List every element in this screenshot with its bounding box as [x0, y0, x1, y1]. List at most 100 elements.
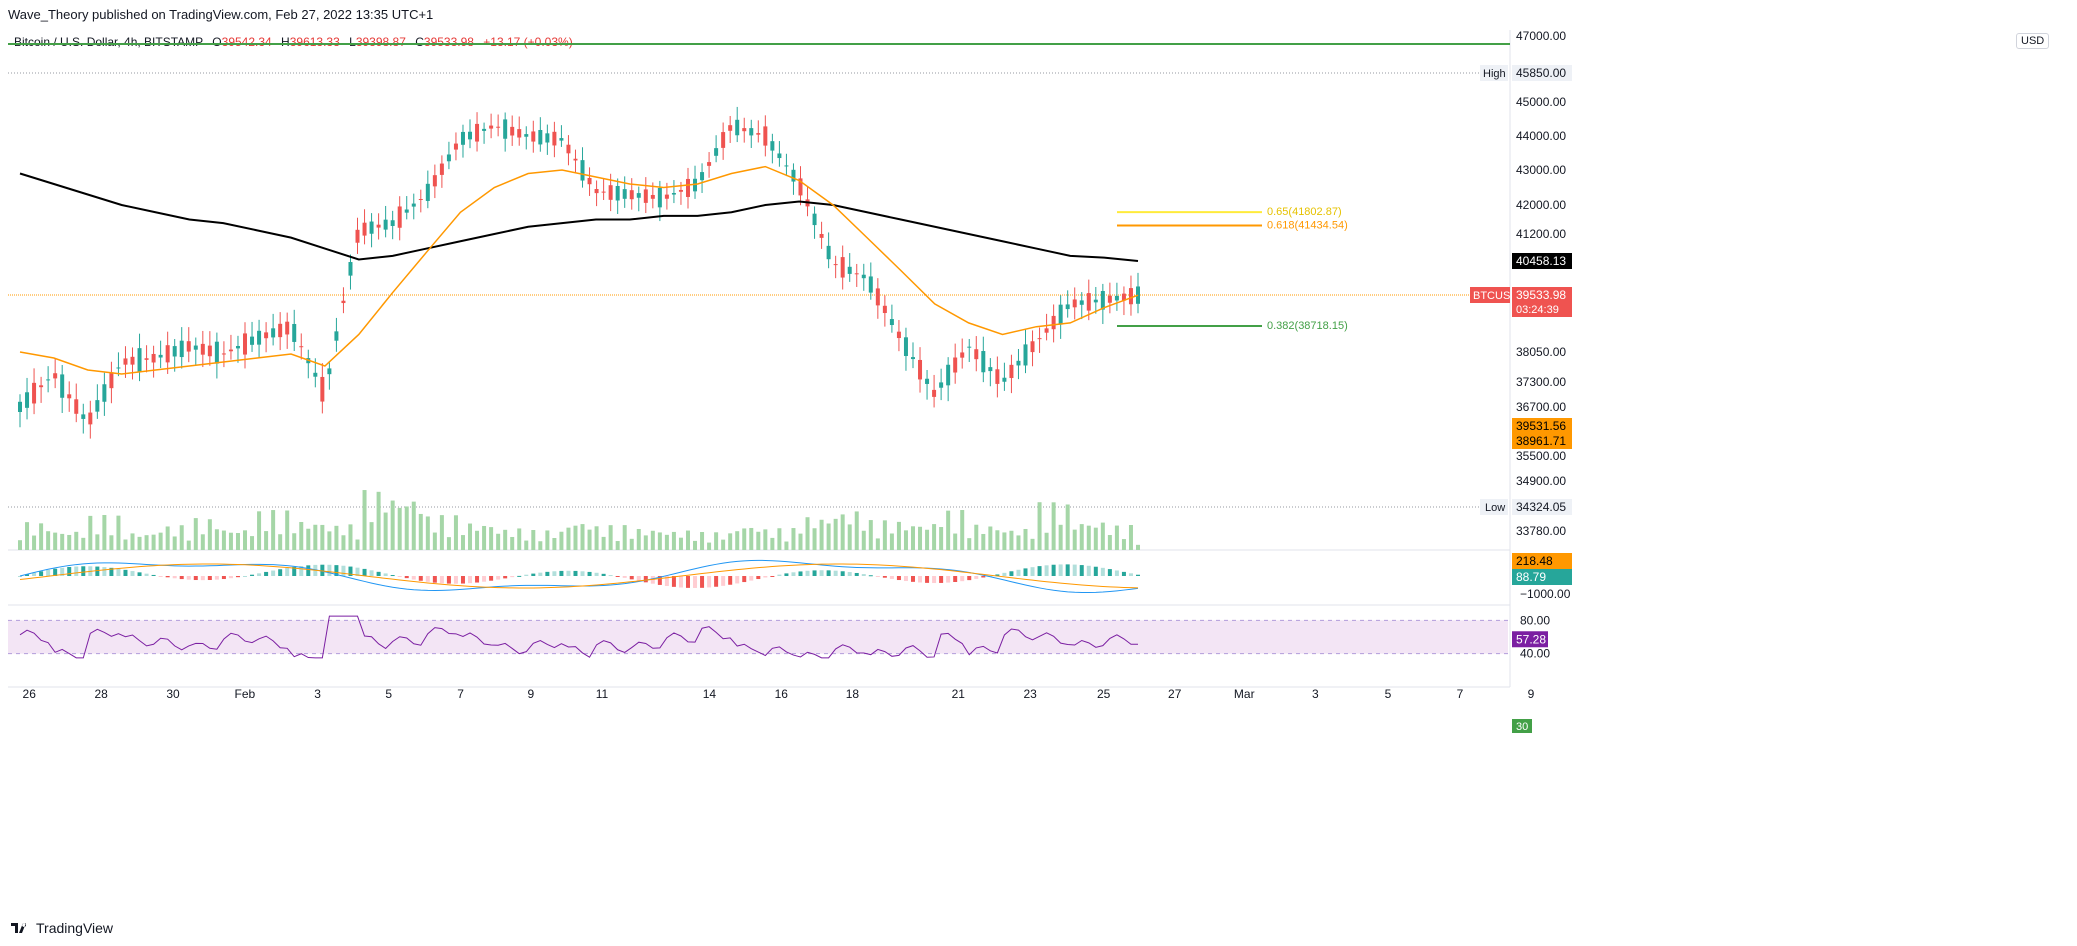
- candle-body: [1072, 299, 1077, 308]
- candle-body: [1058, 304, 1063, 325]
- symbol-legend: Bitcoin / U.S. Dollar, 4h, BITSTAMP O395…: [14, 35, 573, 49]
- macd-histogram-bar: [1128, 573, 1133, 576]
- macd-histogram-bar: [25, 574, 30, 576]
- low-tag-bg: [1480, 499, 1508, 515]
- candle-body: [1136, 286, 1140, 304]
- macd-histogram-bar: [932, 576, 937, 584]
- volume-bar: [214, 529, 219, 550]
- volume-bar: [819, 519, 824, 550]
- candle-body: [425, 183, 430, 201]
- volume-bar: [264, 531, 269, 550]
- volume-bar: [88, 515, 93, 550]
- volume-bar: [235, 533, 240, 550]
- volume-bar: [728, 533, 733, 550]
- candle-body: [1100, 290, 1105, 310]
- candle-body: [995, 369, 1000, 384]
- volume-bar: [678, 537, 683, 550]
- volume-bar: [601, 536, 606, 550]
- candle-body: [39, 385, 44, 388]
- footer-brand[interactable]: TradingView: [10, 920, 113, 936]
- volume-bar: [278, 534, 283, 550]
- candle-body: [903, 337, 908, 357]
- candle-body: [932, 389, 937, 397]
- macd-histogram-bar: [151, 574, 156, 576]
- candle-body: [868, 276, 873, 293]
- volume-bar: [896, 521, 901, 550]
- volume-bar: [130, 533, 135, 550]
- candle-body: [896, 331, 901, 339]
- volume-bar: [32, 535, 37, 550]
- candle-body: [847, 266, 852, 274]
- volume-bar: [538, 541, 543, 550]
- volume-tag-label: 30: [1516, 721, 1528, 733]
- candle-body: [531, 131, 536, 142]
- macd-histogram-bar: [144, 573, 149, 576]
- volume-bar: [932, 524, 937, 550]
- candle-body: [489, 125, 494, 129]
- volume-bar: [580, 524, 585, 550]
- candle-body: [1044, 328, 1049, 333]
- candle-body: [81, 414, 86, 419]
- candle-body: [833, 264, 838, 266]
- x-axis-tick-label: 23: [1023, 687, 1037, 701]
- macd-histogram-bar: [685, 576, 690, 588]
- candle-body: [559, 138, 564, 141]
- volume-bar: [770, 537, 775, 550]
- x-axis-tick-label: 26: [23, 687, 37, 701]
- macd-histogram-bar: [130, 571, 135, 576]
- candle-body: [552, 131, 557, 146]
- candle-body: [468, 131, 473, 140]
- candle-body: [749, 128, 754, 136]
- candle-body: [826, 245, 831, 260]
- candle-body: [861, 274, 866, 279]
- high-value-label: 45850.00: [1516, 66, 1566, 80]
- candle-body: [538, 130, 543, 145]
- volume-bar: [622, 525, 627, 550]
- candle-body: [1009, 364, 1014, 379]
- candle-body: [953, 357, 958, 373]
- candle-body: [889, 319, 894, 326]
- candle-body: [1086, 293, 1091, 311]
- macd-histogram-bar: [214, 576, 219, 580]
- low-value-bg: [1512, 499, 1572, 515]
- volume-bar: [685, 530, 690, 550]
- macd-histogram-bar: [179, 576, 184, 580]
- macd-histogram-bar: [503, 576, 508, 579]
- macd-histogram-bar: [432, 576, 437, 583]
- volume-bar: [721, 539, 726, 550]
- macd-histogram-bar: [446, 576, 451, 584]
- volume-bar: [123, 539, 128, 550]
- volume-bar: [517, 528, 522, 550]
- x-axis-tick-label: 5: [385, 687, 392, 701]
- candle-body: [700, 172, 705, 181]
- candle-body: [650, 194, 655, 199]
- symbol-name[interactable]: Bitcoin / U.S. Dollar, 4h, BITSTAMP: [14, 35, 203, 49]
- candle-body: [151, 353, 156, 363]
- candle-body: [981, 351, 986, 373]
- candle-body: [285, 321, 290, 335]
- candle-body: [313, 372, 318, 377]
- macd-histogram-bar: [32, 572, 37, 576]
- candle-body: [1093, 299, 1098, 303]
- fib-level-label: 0.618(41434.54): [1267, 219, 1348, 231]
- candle-body: [685, 178, 690, 197]
- macd-histogram-bar: [749, 576, 754, 581]
- volume-tag: [1512, 719, 1532, 733]
- volume-bar: [826, 523, 831, 550]
- volume-bar: [228, 532, 233, 550]
- candle-body: [728, 125, 733, 131]
- macd-histogram-bar: [700, 576, 705, 588]
- macd-histogram-bar: [967, 576, 972, 581]
- candle-body: [137, 348, 142, 372]
- candle-body: [207, 345, 212, 357]
- btcusd-tag: [1470, 287, 1510, 303]
- volume-bar: [482, 525, 487, 550]
- volume-bar: [1121, 539, 1126, 550]
- macd-histogram-bar: [854, 572, 859, 576]
- volume-bar: [116, 515, 121, 550]
- candle-body: [404, 209, 409, 213]
- macd-histogram-bar: [559, 570, 564, 576]
- currency-badge[interactable]: USD: [2016, 33, 2050, 49]
- macd-histogram-bar: [271, 570, 276, 576]
